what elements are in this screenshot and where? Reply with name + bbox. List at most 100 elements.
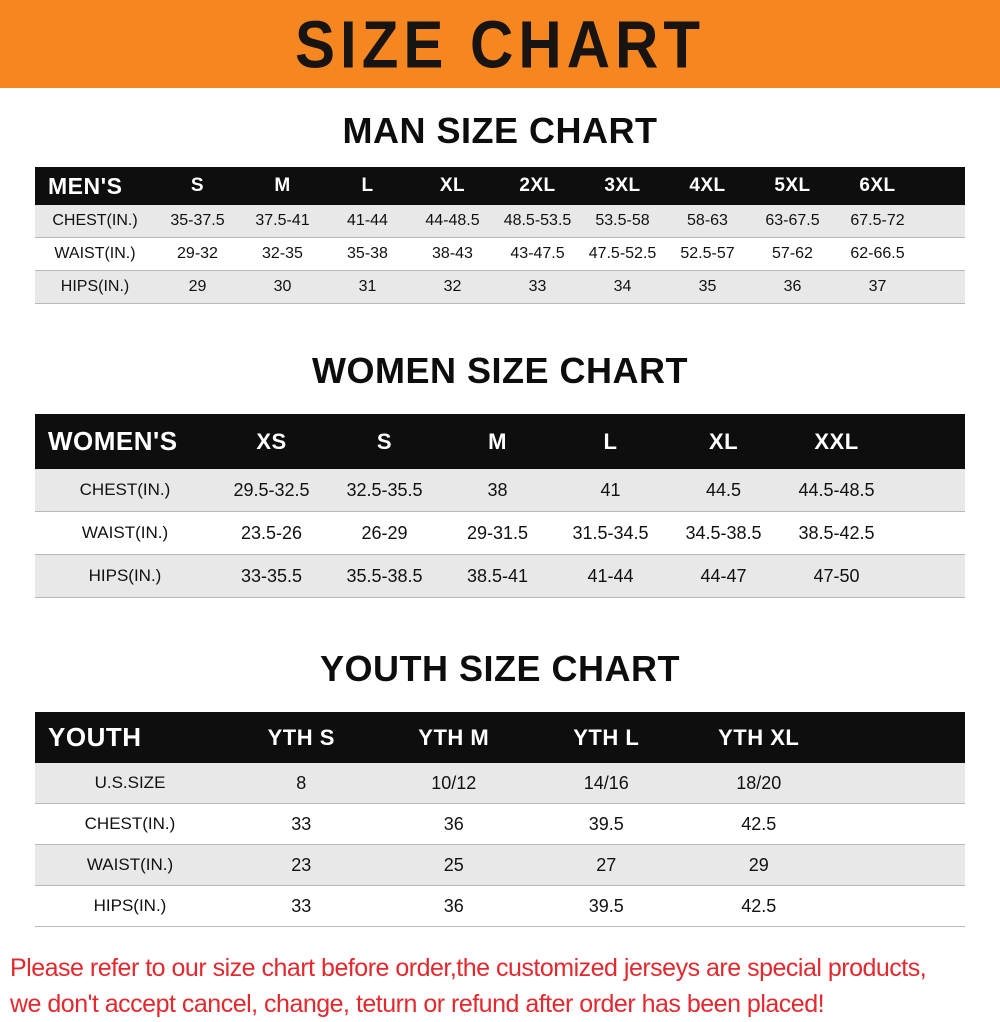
value-cell: 29-32 xyxy=(155,245,240,263)
value-cell: 63-67.5 xyxy=(750,212,835,230)
value-cell: 48.5-53.5 xyxy=(495,212,580,230)
size-column-header: 6XL xyxy=(835,175,920,197)
size-column-header: YTH L xyxy=(530,725,683,751)
value-cell: 67.5-72 xyxy=(835,212,920,230)
page-title: SIZE CHART xyxy=(295,5,705,82)
row-label-cell: WAIST(IN.) xyxy=(35,523,215,543)
value-cell: 26-29 xyxy=(328,523,441,544)
row-label-cell: CHEST(IN.) xyxy=(35,212,155,230)
value-cell: 33 xyxy=(495,278,580,296)
row-label-cell: HIPS(IN.) xyxy=(35,278,155,296)
value-cell: 52.5-57 xyxy=(665,245,750,263)
banner: SIZE CHART xyxy=(0,0,1000,88)
value-cell: 27 xyxy=(530,855,683,876)
value-cell: 44-48.5 xyxy=(410,212,495,230)
youth-section-heading: YOUTH SIZE CHART xyxy=(0,648,1000,690)
value-cell: 32-35 xyxy=(240,245,325,263)
row-label-cell: CHEST(IN.) xyxy=(35,480,215,500)
value-cell: 36 xyxy=(378,814,531,835)
value-cell: 32.5-35.5 xyxy=(328,480,441,501)
size-column-header: 5XL xyxy=(750,175,835,197)
value-cell: 23.5-26 xyxy=(215,523,328,544)
value-cell: 36 xyxy=(378,896,531,917)
value-cell: 34 xyxy=(580,278,665,296)
size-column-header: S xyxy=(328,429,441,455)
size-column-header: YTH XL xyxy=(683,725,836,751)
value-cell: 35 xyxy=(665,278,750,296)
row-label-cell: CHEST(IN.) xyxy=(35,814,225,834)
value-cell: 29.5-32.5 xyxy=(215,480,328,501)
row-label-cell: WAIST(IN.) xyxy=(35,855,225,875)
row-label-cell: WAIST(IN.) xyxy=(35,245,155,263)
value-cell: 31 xyxy=(325,278,410,296)
value-cell: 33 xyxy=(225,896,378,917)
size-column-header: XL xyxy=(667,429,780,455)
value-cell: 44.5-48.5 xyxy=(780,480,893,501)
value-cell: 32 xyxy=(410,278,495,296)
size-column-header: L xyxy=(325,175,410,197)
value-cell: 35-38 xyxy=(325,245,410,263)
women-section-heading: WOMEN SIZE CHART xyxy=(0,350,1000,392)
footnote: Please refer to our size chart before or… xyxy=(10,951,1000,1022)
value-cell: 38.5-42.5 xyxy=(780,523,893,544)
table-title-cell: MEN'S xyxy=(35,173,155,200)
value-cell: 53.5-58 xyxy=(580,212,665,230)
value-cell: 29-31.5 xyxy=(441,523,554,544)
value-cell: 41-44 xyxy=(554,566,667,587)
value-cell: 34.5-38.5 xyxy=(667,523,780,544)
value-cell: 47.5-52.5 xyxy=(580,245,665,263)
size-column-header: YTH M xyxy=(378,725,531,751)
value-cell: 39.5 xyxy=(530,896,683,917)
value-cell: 29 xyxy=(683,855,836,876)
value-cell: 37 xyxy=(835,278,920,296)
value-cell: 38 xyxy=(441,480,554,501)
size-column-header: XL xyxy=(410,175,495,197)
value-cell: 37.5-41 xyxy=(240,212,325,230)
size-column-header: 3XL xyxy=(580,175,665,197)
men-section-heading: MAN SIZE CHART xyxy=(0,110,1000,152)
size-column-header: XS xyxy=(215,429,328,455)
value-cell: 38.5-41 xyxy=(441,566,554,587)
value-cell: 42.5 xyxy=(683,896,836,917)
value-cell: 42.5 xyxy=(683,814,836,835)
value-cell: 44-47 xyxy=(667,566,780,587)
row-label-cell: HIPS(IN.) xyxy=(35,896,225,916)
value-cell: 33 xyxy=(225,814,378,835)
size-column-header: M xyxy=(441,429,554,455)
table-title-cell: WOMEN'S xyxy=(35,426,215,457)
size-column-header: XXL xyxy=(780,429,893,455)
value-cell: 38-43 xyxy=(410,245,495,263)
value-cell: 31.5-34.5 xyxy=(554,523,667,544)
value-cell: 14/16 xyxy=(530,773,683,794)
value-cell: 58-63 xyxy=(665,212,750,230)
row-label-cell: U.S.SIZE xyxy=(35,773,225,793)
size-column-header: L xyxy=(554,429,667,455)
value-cell: 10/12 xyxy=(378,773,531,794)
value-cell: 30 xyxy=(240,278,325,296)
value-cell: 8 xyxy=(225,773,378,794)
value-cell: 35-37.5 xyxy=(155,212,240,230)
value-cell: 43-47.5 xyxy=(495,245,580,263)
value-cell: 62-66.5 xyxy=(835,245,920,263)
footnote-line-2: we don't accept cancel, change, teturn o… xyxy=(10,987,1000,1022)
footnote-line-1: Please refer to our size chart before or… xyxy=(10,951,1000,987)
size-column-header: YTH S xyxy=(225,725,378,751)
value-cell: 23 xyxy=(225,855,378,876)
value-cell: 41-44 xyxy=(325,212,410,230)
